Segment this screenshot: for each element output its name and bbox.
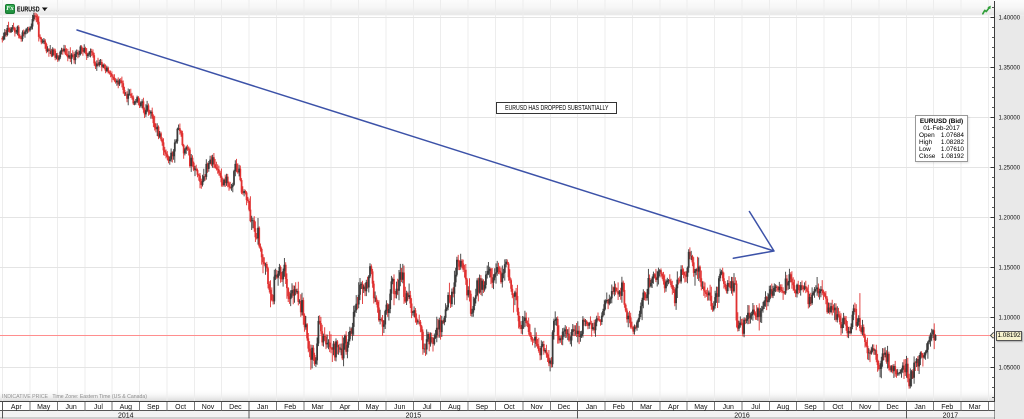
svg-text:1.20000: 1.20000: [999, 215, 1021, 222]
svg-text:1.10000: 1.10000: [999, 315, 1021, 322]
svg-text:1.40000: 1.40000: [999, 15, 1021, 22]
svg-text:Apr: Apr: [668, 404, 680, 411]
svg-text:Dec: Dec: [229, 404, 242, 411]
svg-text:Sep: Sep: [147, 404, 160, 411]
svg-text:Jul: Jul: [94, 404, 103, 411]
svg-text:Apr: Apr: [11, 404, 23, 411]
svg-text:Jun: Jun: [65, 404, 76, 411]
svg-text:Apr: Apr: [339, 404, 351, 411]
svg-text:1.05000: 1.05000: [999, 365, 1021, 372]
svg-text:Feb: Feb: [284, 404, 296, 411]
svg-text:Nov: Nov: [202, 404, 215, 411]
svg-text:Jun: Jun: [394, 404, 405, 411]
svg-text:Oct: Oct: [832, 404, 843, 411]
svg-text:Jul: Jul: [751, 404, 760, 411]
svg-text:2014: 2014: [118, 413, 134, 419]
svg-text:Mar: Mar: [311, 404, 324, 411]
svg-text:Jan: Jan: [586, 404, 597, 411]
svg-text:Nov: Nov: [530, 404, 543, 411]
svg-text:Oct: Oct: [504, 404, 515, 411]
svg-text:Oct: Oct: [175, 404, 186, 411]
svg-text:Dec: Dec: [886, 404, 899, 411]
svg-text:Feb: Feb: [941, 404, 953, 411]
svg-text:Mar: Mar: [969, 404, 982, 411]
svg-text:Jan: Jan: [257, 404, 268, 411]
svg-text:1.15000: 1.15000: [999, 265, 1021, 272]
svg-text:May: May: [366, 404, 380, 411]
svg-text:1.30000: 1.30000: [999, 115, 1021, 122]
svg-text:Dec: Dec: [558, 404, 571, 411]
svg-text:2016: 2016: [734, 413, 750, 419]
svg-text:Sep: Sep: [804, 404, 817, 411]
svg-text:May: May: [694, 404, 708, 411]
svg-text:Feb: Feb: [613, 404, 625, 411]
svg-text:2017: 2017: [943, 413, 959, 419]
svg-text:2015: 2015: [406, 413, 422, 419]
svg-text:Aug: Aug: [120, 404, 133, 411]
svg-text:Mar: Mar: [640, 404, 653, 411]
svg-text:EURUSD: EURUSD: [17, 4, 40, 13]
svg-text:Sep: Sep: [476, 404, 489, 411]
svg-text:May: May: [37, 404, 51, 411]
svg-text:Aug: Aug: [448, 404, 461, 411]
svg-text:Jun: Jun: [723, 404, 734, 411]
svg-text:Aug: Aug: [777, 404, 790, 411]
svg-text:Jul: Jul: [423, 404, 432, 411]
svg-text:Nov: Nov: [859, 404, 872, 411]
svg-text:1.35000: 1.35000: [999, 65, 1021, 72]
svg-text:1.25000: 1.25000: [999, 165, 1021, 172]
svg-text:Jan: Jan: [914, 404, 925, 411]
